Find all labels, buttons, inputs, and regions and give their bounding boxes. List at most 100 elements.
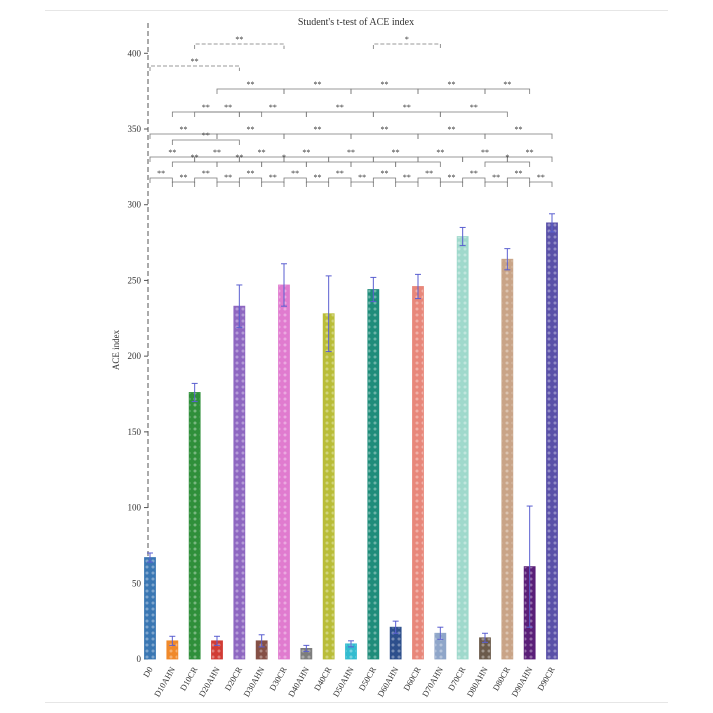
significance-bracket [417, 177, 441, 183]
significance-label: ** [180, 125, 188, 134]
significance-bracket [484, 133, 553, 139]
significance-label: ** [202, 103, 210, 112]
significance-bracket [350, 133, 419, 139]
significance-label: ** [470, 169, 478, 178]
significance-bracket [216, 133, 285, 139]
x-tick-label: D60CR [401, 665, 423, 693]
x-tick-label: D40AHN [286, 665, 311, 699]
y-axis-label: ACE index [111, 329, 121, 370]
x-tick-label: D10AHN [152, 665, 177, 699]
frame-top-border [45, 10, 668, 11]
significance-bracket [305, 111, 374, 117]
significance-label: ** [503, 80, 511, 89]
significance-bracket [417, 88, 486, 94]
significance-label: ** [202, 131, 210, 140]
y-tick-label: 150 [128, 427, 142, 437]
significance-label: * [282, 153, 286, 162]
significance-bracket [194, 43, 285, 49]
significance-bracket [484, 161, 531, 167]
y-tick-label: 200 [128, 351, 142, 361]
significance-label: ** [191, 153, 199, 162]
significance-bracket [149, 65, 240, 71]
significance-label: ** [515, 169, 523, 178]
significance-bracket [462, 177, 486, 183]
significance-bracket [529, 181, 553, 187]
x-tick-label: D10CR [178, 665, 200, 693]
significance-bracket [350, 181, 374, 187]
x-tick-label: D0 [141, 665, 155, 679]
bar-d30cr [278, 284, 290, 660]
x-tick-label: D50AHN [331, 665, 356, 699]
significance-bracket [283, 156, 330, 162]
x-tick-label: D70AHN [420, 665, 445, 699]
significance-bracket [417, 133, 486, 139]
significance-label: ** [470, 103, 478, 112]
significance-bracket [216, 181, 240, 187]
significance-bracket [283, 133, 352, 139]
significance-label: ** [291, 169, 299, 178]
significance-bracket [328, 156, 374, 162]
significance-annotations: ** ** ** ** ** ** ** ** ** ** ** ** ** ** ** ** ** **** **… [149, 35, 553, 187]
significance-bracket [372, 43, 441, 49]
significance-bracket [506, 156, 553, 162]
significance-label: ** [425, 169, 433, 178]
significance-label: ** [213, 148, 221, 157]
significance-label: ** [358, 173, 366, 182]
x-tick-label: D60AHN [375, 665, 400, 699]
significance-bracket [372, 177, 397, 183]
significance-label: ** [381, 125, 389, 134]
significance-label: ** [191, 57, 199, 66]
significance-label: ** [247, 169, 255, 178]
x-tick-label: D40CR [312, 665, 334, 693]
significance-label: ** [436, 148, 444, 157]
bar-d70cr [456, 236, 469, 660]
significance-bracket [372, 111, 441, 117]
significance-bracket [350, 88, 419, 94]
bar-d50cr [367, 289, 380, 660]
significance-label: ** [492, 173, 500, 182]
significance-label: ** [481, 148, 489, 157]
bar-d10cr [188, 392, 201, 660]
significance-label: ** [180, 173, 188, 182]
significance-label: ** [314, 173, 322, 182]
significance-label: ** [336, 169, 344, 178]
y-tick-label: 0 [137, 654, 142, 664]
significance-bracket [171, 139, 240, 145]
x-tick-label: D30CR [267, 665, 289, 693]
significance-label: ** [202, 169, 210, 178]
significance-bracket [283, 88, 352, 94]
bar-d20cr [233, 305, 246, 660]
significance-label: ** [302, 148, 310, 157]
significance-bracket [171, 111, 240, 117]
significance-bracket [261, 181, 285, 187]
significance-label: * [505, 153, 509, 162]
x-tick-label: D20AHN [197, 665, 222, 699]
significance-label: ** [269, 103, 277, 112]
significance-label: * [405, 35, 409, 44]
significance-label: ** [448, 173, 456, 182]
significance-label: ** [381, 80, 389, 89]
x-tick-label: D90AHN [509, 665, 534, 699]
significance-label: ** [224, 103, 232, 112]
significance-bracket [439, 111, 508, 117]
significance-label: ** [258, 148, 266, 157]
significance-label: ** [403, 103, 411, 112]
significance-label: ** [347, 148, 355, 157]
significance-bracket [238, 177, 263, 183]
significance-bracket [506, 177, 531, 183]
significance-label: ** [537, 173, 545, 182]
significance-bracket [171, 181, 196, 187]
significance-label: ** [381, 169, 389, 178]
significance-label: ** [392, 148, 400, 157]
significance-bracket [395, 161, 441, 167]
bar-d40cr [322, 313, 335, 660]
significance-bracket [261, 161, 307, 167]
bar-d0 [144, 557, 156, 660]
significance-bracket [216, 161, 263, 167]
significance-label: ** [314, 125, 322, 134]
significance-bracket [484, 181, 508, 187]
y-tick-label: 400 [128, 48, 142, 58]
significance-label: ** [314, 80, 322, 89]
